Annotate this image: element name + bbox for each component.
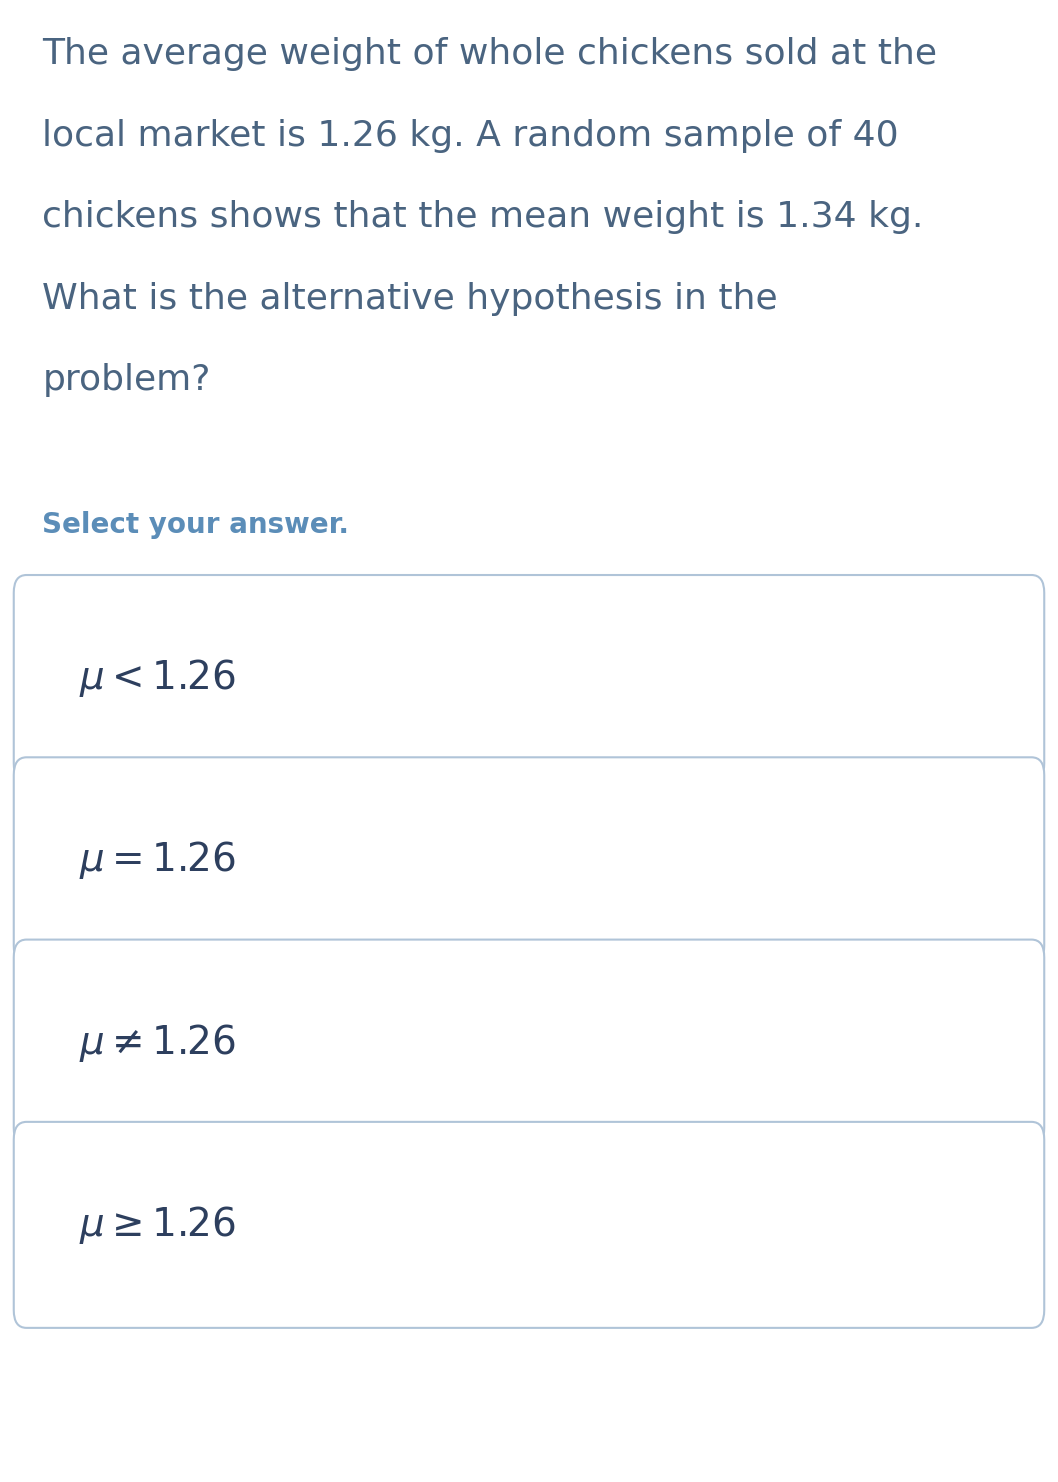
- Text: Select your answer.: Select your answer.: [42, 511, 349, 539]
- Text: problem?: problem?: [42, 363, 211, 397]
- FancyBboxPatch shape: [14, 575, 1044, 781]
- Text: What is the alternative hypothesis in the: What is the alternative hypothesis in th…: [42, 282, 778, 316]
- Text: $\mu \geq 1.26$: $\mu \geq 1.26$: [79, 1203, 236, 1246]
- Text: local market is 1.26 kg. A random sample of 40: local market is 1.26 kg. A random sample…: [42, 119, 899, 153]
- Text: The average weight of whole chickens sold at the: The average weight of whole chickens sol…: [42, 37, 937, 71]
- Text: $\mu \neq 1.26$: $\mu \neq 1.26$: [79, 1021, 236, 1064]
- FancyBboxPatch shape: [14, 757, 1044, 963]
- Text: $\mu = 1.26$: $\mu = 1.26$: [79, 839, 236, 882]
- FancyBboxPatch shape: [14, 940, 1044, 1146]
- FancyBboxPatch shape: [14, 1122, 1044, 1328]
- Text: $\mu < 1.26$: $\mu < 1.26$: [79, 657, 236, 700]
- Text: chickens shows that the mean weight is 1.34 kg.: chickens shows that the mean weight is 1…: [42, 200, 924, 234]
